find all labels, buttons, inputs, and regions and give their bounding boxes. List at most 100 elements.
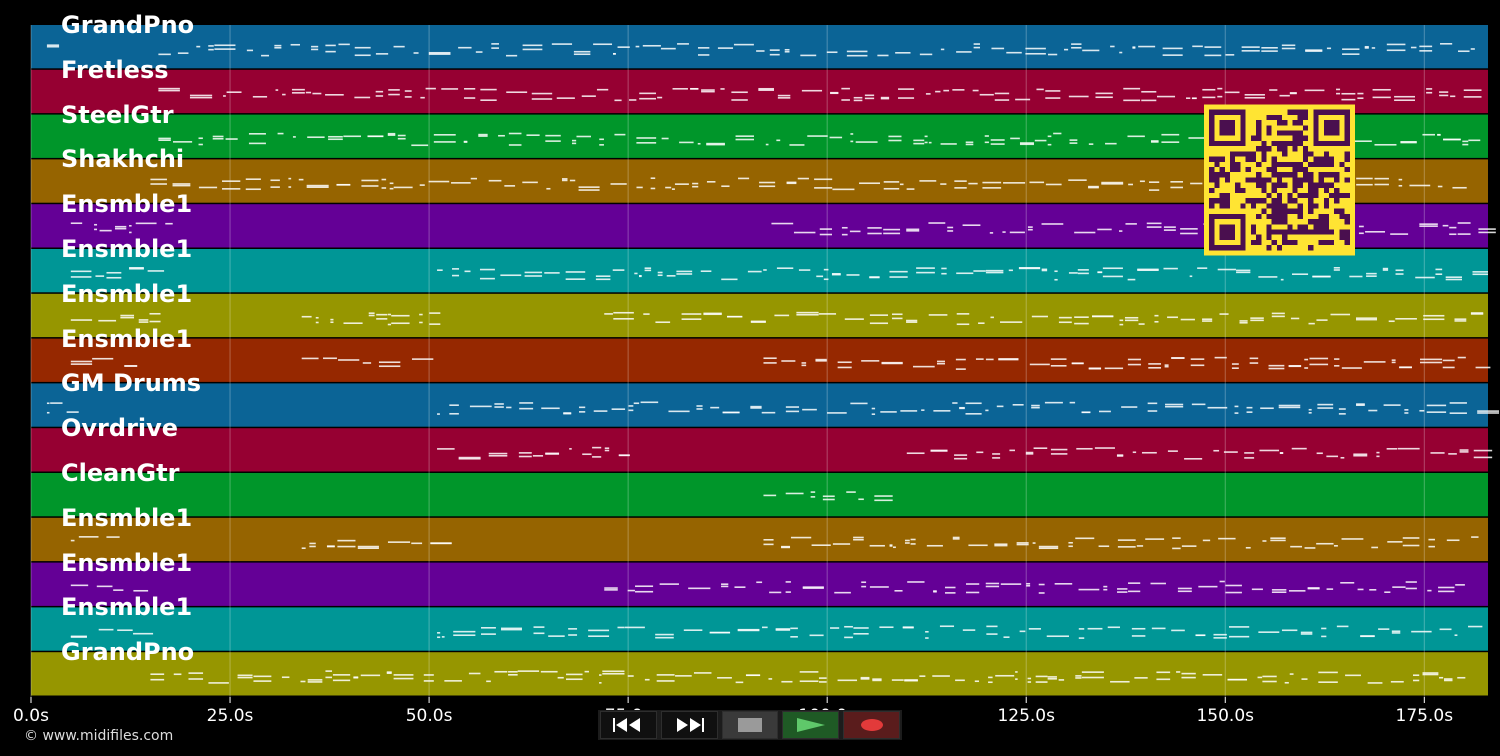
note-mark [1036,88,1044,91]
note-mark [1284,681,1289,684]
note-mark [721,185,730,188]
note-mark [1038,547,1059,550]
note-mark [222,180,241,182]
track-lane[interactable] [31,383,1488,427]
note-mark [301,315,312,318]
note-mark [844,318,864,320]
note-mark [1099,410,1111,413]
note-mark [1071,46,1082,49]
note-mark [869,322,889,325]
note-mark [954,454,968,456]
play-button[interactable] [782,711,840,739]
note-mark [671,188,675,190]
note-mark [1468,625,1483,628]
note-mark [1405,587,1417,590]
note-mark [874,499,893,502]
track-lane[interactable] [31,562,1488,606]
note-mark [222,188,241,190]
note-mark [832,543,851,545]
note-mark [769,49,780,51]
note-mark [1470,313,1484,315]
note-mark [46,402,50,405]
note-mark [1457,676,1466,679]
note-mark [1191,403,1206,406]
note-mark [797,177,809,180]
note-mark [581,95,596,97]
note-mark [935,90,941,93]
note-mark [880,411,897,413]
note-mark [1478,228,1496,230]
note-mark [968,544,988,547]
note-mark [1097,271,1103,274]
note-mark [441,636,445,638]
note-mark [208,45,214,47]
note-mark [1053,132,1062,135]
note-mark [1103,585,1108,588]
note-mark [149,320,161,323]
note-mark [425,87,436,90]
note-mark [1428,538,1435,541]
note-mark [1281,47,1296,50]
note-mark [1006,51,1022,54]
note-mark [177,52,189,54]
note-mark [531,98,553,100]
rewind-button[interactable] [600,711,657,739]
note-mark [298,178,304,181]
note-mark [642,44,661,47]
track-lane[interactable] [31,428,1488,472]
note-mark [1470,48,1475,50]
note-mark [758,89,774,91]
note-mark [973,270,986,272]
note-mark [1246,406,1253,409]
note-mark [413,52,419,54]
note-mark [837,361,852,364]
note-mark [1430,452,1445,454]
note-mark [1438,590,1455,593]
note-mark [1366,275,1377,277]
note-mark [899,183,904,186]
note-mark [690,88,699,90]
note-mark [943,89,950,92]
fast-forward-button[interactable] [660,711,718,739]
note-mark [325,50,336,53]
note-mark [1404,412,1409,414]
note-mark [506,91,528,94]
track-lane[interactable] [31,25,1488,69]
note-mark [1131,635,1146,637]
track-lane[interactable] [31,517,1488,562]
note-mark [1374,177,1389,180]
track-lane[interactable] [31,607,1488,651]
track-lane[interactable] [31,652,1488,696]
track-lane[interactable] [31,473,1488,517]
qr-code[interactable] [1204,104,1355,256]
note-mark [1045,183,1062,186]
note-mark [930,450,948,452]
note-mark [790,636,798,638]
note-mark [519,407,534,410]
note-mark [70,363,93,365]
note-mark [818,681,827,683]
note-mark [763,543,774,546]
track-label: GrandPno [61,11,195,39]
note-mark [1340,581,1355,584]
track-lane[interactable] [31,293,1488,338]
note-mark [1387,541,1403,543]
note-mark [1317,407,1334,409]
note-mark [604,313,613,315]
note-mark [301,357,319,360]
note-mark [1190,358,1205,360]
note-mark [1249,362,1259,364]
note-mark [1149,181,1160,183]
note-mark [557,676,564,679]
stop-button[interactable] [721,711,779,739]
note-mark [1317,403,1334,406]
note-mark [441,88,459,90]
record-button[interactable] [843,711,900,739]
note-mark [1075,675,1082,677]
note-mark [883,228,901,231]
note-mark [955,358,966,361]
note-mark [1260,407,1274,410]
note-mark [1213,449,1220,452]
track-lane[interactable] [31,338,1488,382]
note-mark [932,675,950,677]
